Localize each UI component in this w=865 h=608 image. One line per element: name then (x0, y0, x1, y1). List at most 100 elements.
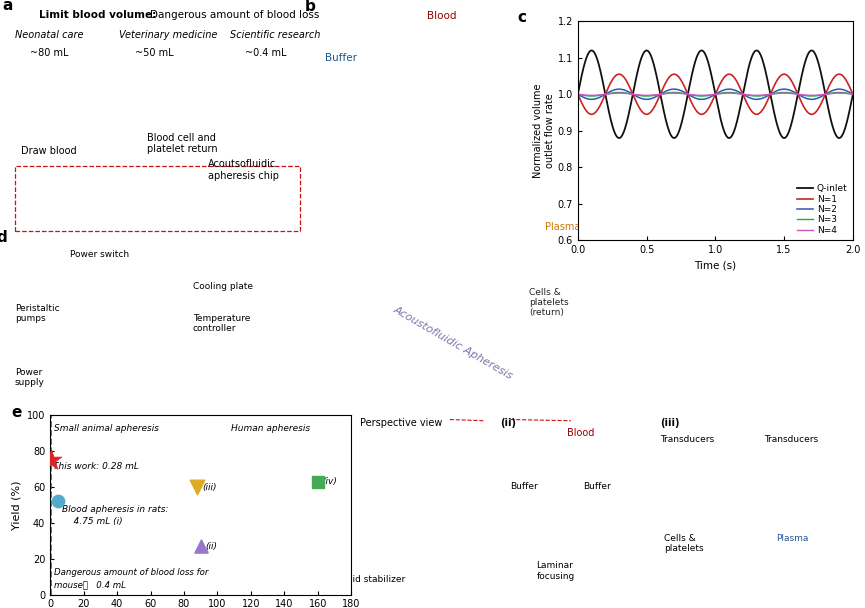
Text: Power switch: Power switch (70, 250, 129, 260)
N=1 (707, 98, 717, 106)
Text: 4.75 mL (i): 4.75 mL (i) (62, 517, 123, 527)
Legend: Q-inlet, N=1, N=2, N=3, N=4: Q-inlet, N=1, N=2, N=3, N=4 (796, 184, 849, 236)
Text: Blood apheresis in rats:: Blood apheresis in rats: (62, 505, 169, 514)
Text: Scientific research: Scientific research (230, 30, 320, 40)
N=2 (790, 89, 800, 96)
N=3 (840, 89, 850, 97)
Text: Transducers: Transducers (764, 435, 818, 444)
N=3 (573, 91, 583, 98)
N=2 (707, 92, 717, 100)
Text: Peristaltic
pumps: Peristaltic pumps (15, 304, 60, 323)
N=3 (699, 92, 709, 100)
Text: Small animal apheresis: Small animal apheresis (54, 424, 158, 434)
Line: Q-inlet: Q-inlet (578, 50, 853, 138)
Point (194, 541, 208, 551)
Q-inlet (586, 47, 597, 54)
Text: (iii): (iii) (660, 418, 679, 428)
Text: Dangerous amount of blood loss: Dangerous amount of blood loss (150, 10, 319, 19)
Line: N=2: N=2 (578, 89, 853, 99)
Text: Plasma: Plasma (776, 534, 809, 543)
N=1 (699, 109, 709, 117)
Text: Cells &
platelets
(return): Cells & platelets (return) (529, 288, 569, 317)
N=2 (699, 95, 709, 103)
N=1 (586, 111, 597, 118)
Text: This work: 0.28 mL: This work: 0.28 mL (53, 462, 138, 471)
Q-inlet (699, 49, 709, 57)
N=2 (840, 87, 850, 94)
N=4 (707, 91, 717, 98)
Text: (iii): (iii) (202, 483, 217, 491)
Line: N=3: N=3 (578, 92, 853, 96)
Text: Cooling plate: Cooling plate (193, 282, 253, 291)
N=4 (586, 92, 597, 99)
N=2 (573, 91, 583, 98)
N=4 (573, 91, 583, 98)
Text: Human apheresis: Human apheresis (231, 424, 310, 434)
Point (190, 482, 204, 492)
Text: Blood: Blood (427, 12, 457, 21)
Text: (iv): (iv) (323, 477, 337, 486)
N=4 (840, 90, 850, 97)
Text: ~50 mL: ~50 mL (135, 47, 173, 58)
N=4 (840, 90, 850, 97)
Point (51, 497, 65, 506)
Text: c: c (517, 10, 526, 26)
Text: a: a (3, 0, 13, 13)
Q-inlet (790, 107, 800, 114)
Text: d: d (0, 230, 7, 246)
Text: Laminar
focusing: Laminar focusing (536, 561, 574, 581)
Text: Transducers: Transducers (660, 435, 714, 444)
N=2 (848, 91, 858, 98)
Text: Power
supply: Power supply (15, 367, 45, 387)
Text: Blood: Blood (567, 428, 595, 438)
N=3 (848, 91, 858, 98)
Text: (ii): (ii) (501, 418, 516, 428)
Text: mouse：   0.4 mL: mouse： 0.4 mL (54, 580, 125, 589)
N=4 (790, 90, 800, 97)
Text: b: b (304, 0, 316, 14)
Text: ~0.4 mL: ~0.4 mL (245, 47, 286, 58)
N=1 (834, 71, 844, 78)
Text: Plasma: Plasma (545, 222, 580, 232)
Q-inlet (586, 47, 597, 54)
Text: Perspective view: Perspective view (360, 418, 442, 428)
Text: Blood cell and
platelet return: Blood cell and platelet return (147, 133, 217, 154)
Q-inlet (707, 73, 717, 80)
N=3 (586, 92, 597, 100)
Text: (ii): (ii) (206, 542, 218, 551)
Q-inlet (840, 125, 850, 132)
N=4 (699, 92, 709, 99)
Text: Buffer: Buffer (325, 53, 357, 63)
N=1 (840, 75, 850, 83)
X-axis label: Time (s): Time (s) (695, 261, 736, 271)
Point (44, 455, 58, 465)
N=1 (573, 91, 583, 98)
N=3 (586, 92, 597, 100)
N=4 (586, 92, 597, 99)
Text: Temperature
controller: Temperature controller (193, 314, 250, 333)
Q-inlet (840, 124, 850, 131)
N=3 (834, 89, 844, 96)
Text: (i): (i) (325, 418, 337, 428)
Q-inlet (848, 91, 858, 98)
Text: Buffer: Buffer (583, 482, 611, 491)
N=1 (840, 75, 850, 82)
N=3 (840, 89, 850, 97)
Text: Limit blood volume:: Limit blood volume: (40, 10, 160, 19)
N=2 (840, 86, 850, 94)
Y-axis label: Normalized volume
outlet flow rate: Normalized volume outlet flow rate (533, 83, 554, 178)
Text: Veterinary medicine: Veterinary medicine (119, 30, 218, 40)
N=1 (586, 111, 597, 118)
Point (311, 477, 324, 486)
Line: N=4: N=4 (578, 93, 853, 95)
Text: Acoustofluidic Apheresis: Acoustofluidic Apheresis (392, 304, 515, 381)
Text: ~80 mL: ~80 mL (30, 47, 68, 58)
N=1 (848, 91, 858, 98)
N=4 (848, 91, 858, 98)
Line: N=1: N=1 (578, 74, 853, 114)
Text: Acoutsofluidic
apheresis chip: Acoutsofluidic apheresis chip (208, 159, 279, 181)
Text: Draw blood: Draw blood (21, 146, 77, 156)
N=3 (707, 91, 717, 98)
Text: Dangerous amount of blood loss for: Dangerous amount of blood loss for (54, 568, 208, 577)
N=2 (586, 95, 597, 103)
